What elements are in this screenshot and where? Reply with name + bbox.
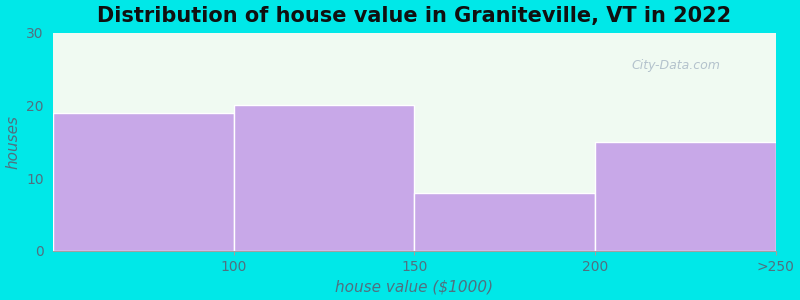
Bar	[414, 193, 595, 251]
Y-axis label: houses: houses	[6, 115, 21, 169]
Bar	[234, 105, 414, 251]
Title: Distribution of house value in Graniteville, VT in 2022: Distribution of house value in Granitevi…	[98, 6, 731, 26]
Bar	[54, 113, 234, 251]
X-axis label: house value ($1000): house value ($1000)	[335, 279, 494, 294]
Bar	[595, 142, 775, 251]
Text: City-Data.com: City-Data.com	[631, 59, 720, 72]
